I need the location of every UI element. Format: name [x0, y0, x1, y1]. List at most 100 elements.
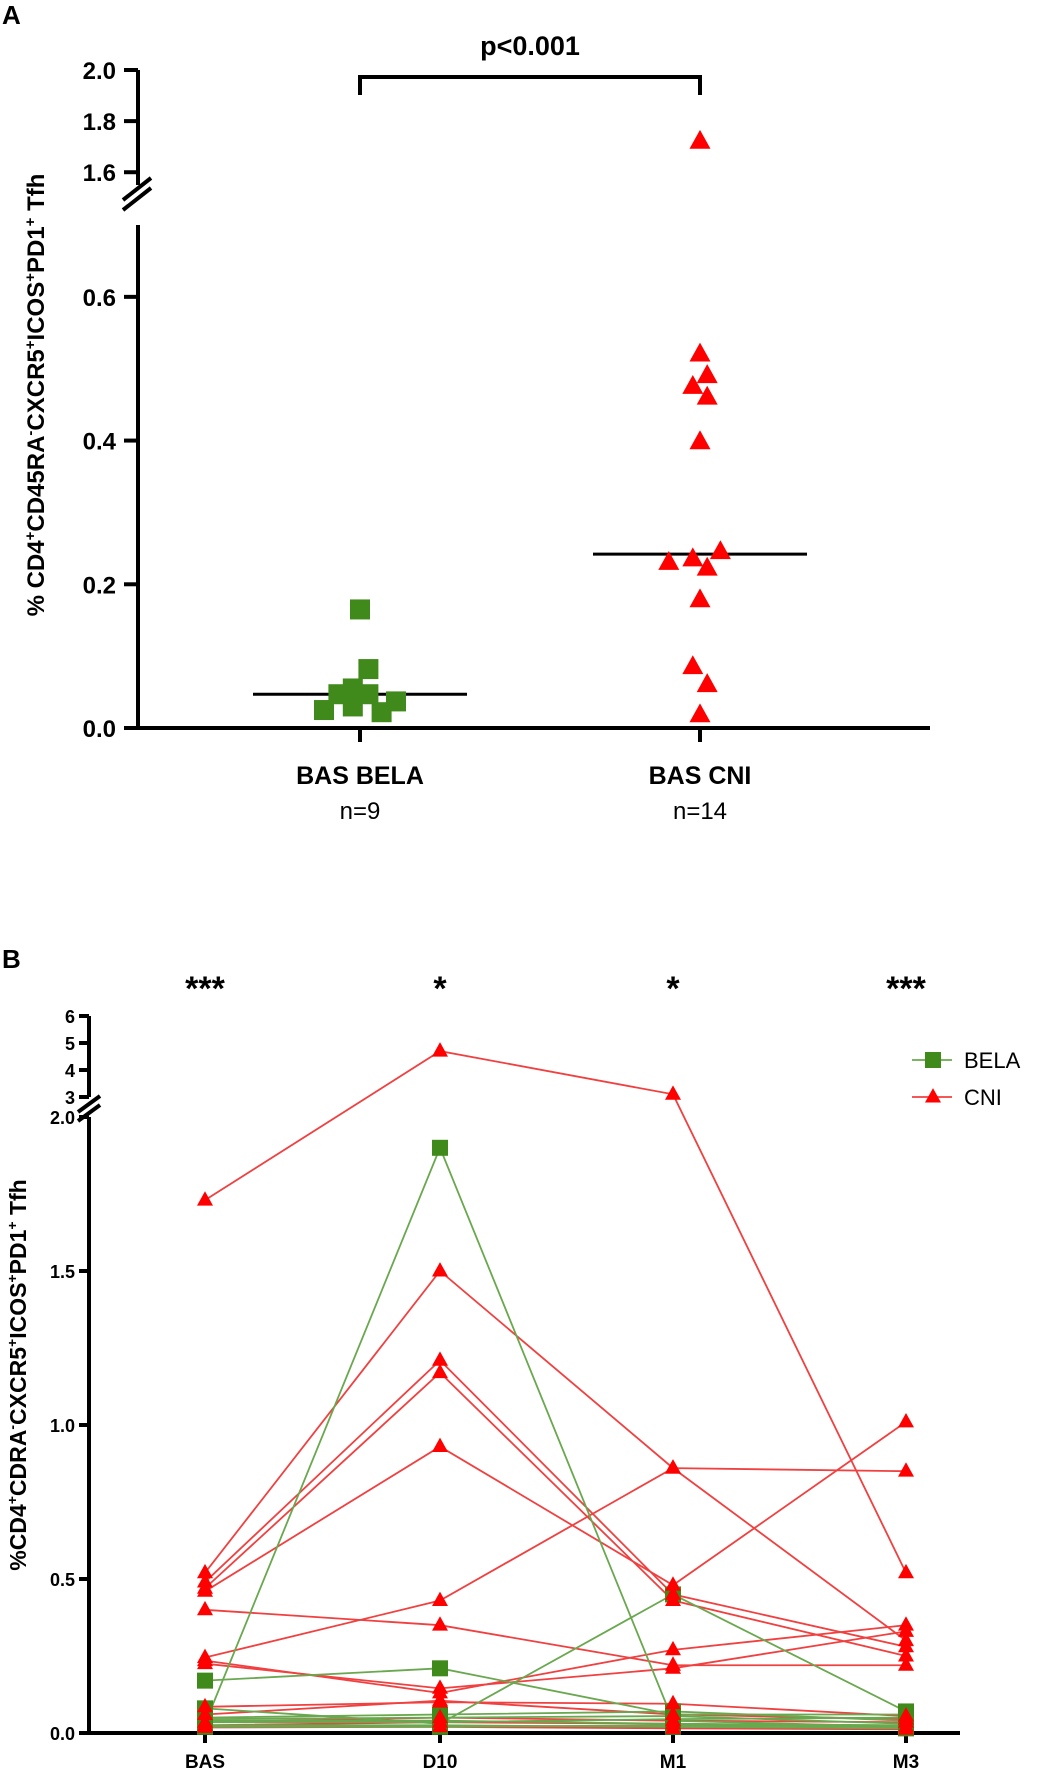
panel-b-letter: B: [2, 944, 21, 974]
y-tick-label: 2.0: [83, 58, 116, 85]
data-point-bela: [350, 599, 370, 620]
x-tick-label: BAS: [185, 1752, 225, 1773]
data-point-cni: [696, 556, 718, 576]
data-point-cni: [682, 655, 704, 675]
data-point-cni: [898, 1622, 914, 1637]
panel-a-letter: A: [2, 0, 21, 30]
y-tick-label: 0.2: [83, 572, 116, 599]
series-line-bela: [205, 1719, 907, 1727]
series-line-bela: [204, 1667, 906, 1716]
y-tick-label: 0.5: [50, 1570, 75, 1590]
data-point-cni: [689, 703, 711, 723]
data-point-cni: [665, 1459, 681, 1474]
y-axis-label: %CD4+​CDRA-​CXCR5+​ICOS+​PD1+​ Tfh: [4, 1179, 31, 1570]
data-point-cni: [665, 1576, 681, 1591]
panel-b: 0.0 0.5 1.0 1.5 2.03 4 5 6 BAS *** D10 * M1 * M3 *** %CD…: [4, 970, 1021, 1773]
x-tick-label: M3: [893, 1752, 919, 1773]
y-tick-label: 1.8: [83, 109, 116, 136]
legend-label-cni: CNI: [964, 1085, 1002, 1110]
data-point-cni: [197, 1654, 213, 1670]
data-point-cni: [682, 374, 704, 394]
significance-marker: ***: [185, 970, 225, 1008]
y-tick-label: 3: [65, 1088, 75, 1108]
y-tick-label: 1.5: [50, 1262, 75, 1282]
y-tick-label: 0.0: [50, 1724, 75, 1744]
series-line-cni: [204, 1701, 907, 1717]
data-point-cni: [898, 1637, 914, 1653]
data-point-cni: [432, 1616, 448, 1631]
data-point-cni: [432, 1679, 448, 1694]
significance-label: p<0.001: [480, 31, 580, 61]
series-line-cni: [204, 1050, 907, 1574]
data-point-cni: [689, 129, 711, 149]
x-tick-label: M1: [660, 1752, 687, 1773]
series-line-cni: [204, 1421, 907, 1593]
data-point-cni: [665, 1640, 681, 1656]
y-tick-label: 5: [65, 1034, 75, 1054]
y-tick-label: 1.0: [50, 1416, 75, 1436]
data-point-cni: [696, 673, 718, 693]
significance-marker: *: [433, 970, 447, 1008]
y-tick-label: 0.6: [83, 285, 116, 312]
series-line-bela: [204, 1715, 907, 1725]
x-tick-label: BAS BELA: [296, 762, 424, 790]
data-point-cni: [432, 1691, 448, 1707]
data-point-bela: [342, 678, 363, 699]
data-point-cni: [432, 1717, 448, 1733]
data-point-cni: [665, 1719, 681, 1734]
data-point-cni: [432, 1591, 448, 1607]
y-tick-label: 6: [65, 1007, 75, 1027]
axis-break-mark: [76, 1094, 102, 1114]
x-count-label: n=14: [673, 798, 727, 825]
significance-bracket: [358, 75, 702, 95]
data-point-bela: [358, 659, 379, 680]
data-point-cni: [898, 1412, 914, 1428]
data-point-cni: [696, 385, 718, 405]
data-point-cni: [197, 1563, 213, 1579]
y-tick-label: 1.6: [83, 160, 116, 187]
legend-marker-cni: [925, 1088, 941, 1103]
data-point-cni: [197, 1191, 213, 1206]
series-line-cni: [204, 1608, 906, 1667]
series-line-bela: [204, 1710, 907, 1722]
data-point-bela: [342, 696, 363, 717]
x-tick-label: D10: [423, 1752, 458, 1773]
data-point-cni: [665, 1694, 681, 1710]
data-point-cni: [658, 551, 680, 570]
data-point-bela: [432, 1139, 448, 1156]
data-point-cni: [898, 1656, 914, 1671]
series-line-cni: [204, 1359, 907, 1648]
data-point-cni: [432, 1437, 448, 1453]
data-point-cni: [665, 1085, 681, 1100]
data-point-cni: [197, 1600, 213, 1616]
data-point-cni: [696, 364, 718, 384]
data-point-cni: [898, 1462, 914, 1477]
data-point-cni: [197, 1697, 213, 1713]
series-line-cni: [204, 1269, 907, 1642]
series-line-cni: [204, 1630, 907, 1690]
axis-break-mark: [121, 186, 153, 212]
significance-marker: *: [666, 970, 680, 1008]
data-point-cni: [709, 540, 731, 560]
legend-marker-bela: [925, 1052, 941, 1068]
data-point-cni: [197, 1718, 213, 1733]
y-tick-label: 0.4: [83, 429, 117, 456]
series-line-cni: [204, 1371, 907, 1657]
panel-a: 0.0 0.2 0.4 0.6 1.6 1.8 2.0 BAS BELA n=9 BAS CNI n…: [22, 31, 930, 825]
series-line-bela: [205, 1724, 907, 1728]
legend-label-bela: BELA: [964, 1048, 1021, 1073]
data-point-bela: [197, 1672, 213, 1689]
y-tick-label: 2.0: [50, 1108, 75, 1128]
data-point-cni: [197, 1582, 213, 1597]
data-point-cni: [689, 430, 711, 450]
y-axis-label: % CD4+​CD45RA-​CXCR5+​ICOS+​PD1+​ Tfh: [22, 174, 50, 617]
data-point-bela: [314, 700, 334, 721]
data-point-cni: [689, 342, 711, 362]
axis-break-mark: [121, 176, 153, 202]
data-point-cni: [689, 588, 711, 608]
data-point-cni: [898, 1720, 914, 1735]
data-point-cni: [432, 1351, 448, 1366]
data-point-cni: [197, 1705, 213, 1720]
data-point-cni: [432, 1363, 448, 1379]
